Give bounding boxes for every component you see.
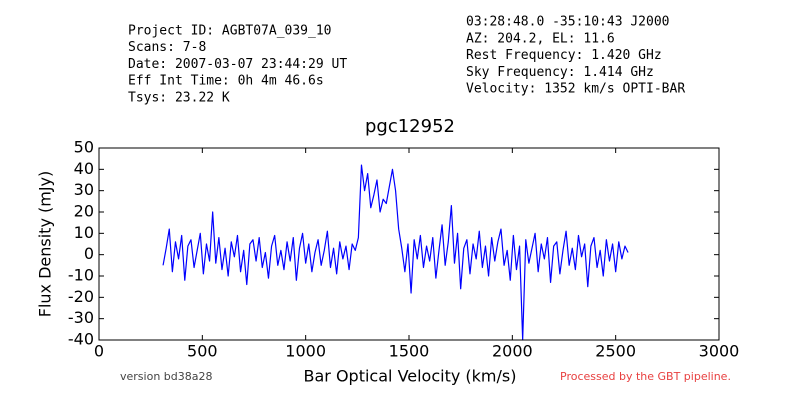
x-tick-label: 2500 (595, 342, 636, 361)
x-tick-label: 500 (187, 342, 218, 361)
y-tick-label: 30 (74, 180, 94, 199)
y-tick-label: 10 (74, 223, 94, 242)
y-tick-label: -30 (68, 308, 94, 327)
y-tick-label: 0 (84, 244, 94, 263)
pipeline-note: Processed by the GBT pipeline. (560, 370, 731, 383)
y-tick-label: 40 (74, 159, 94, 178)
x-axis-label: Bar Optical Velocity (km/s) (304, 367, 517, 386)
y-tick-label: 20 (74, 202, 94, 221)
header-line: Sky Frequency: 1.414 GHz (466, 65, 654, 80)
x-tick-label: 1000 (285, 342, 326, 361)
header-line: Date: 2007-03-07 23:44:29 UT (128, 57, 347, 72)
header-line: Eff Int Time: 0h 4m 46.6s (128, 74, 324, 89)
header-line: AZ: 204.2, EL: 11.6 (466, 31, 615, 46)
chart-title: pgc12952 (365, 116, 455, 137)
header-line: 03:28:48.0 -35:10:43 J2000 (466, 15, 670, 30)
header-line: Scans: 7-8 (128, 40, 206, 55)
x-tick-label: 0 (94, 342, 104, 361)
x-tick-label: 1500 (389, 342, 430, 361)
version: version bd38a28 (120, 370, 213, 383)
y-tick-label: -40 (68, 330, 94, 349)
header-line: Tsys: 23.22 K (128, 90, 230, 105)
x-tick-label: 2000 (492, 342, 533, 361)
y-tick-label: -20 (68, 287, 94, 306)
y-axis-label: Flux Density (mJy) (36, 171, 55, 318)
spectrum-line (162, 164, 629, 341)
header-line: Velocity: 1352 km/s OPTI-BAR (466, 82, 685, 97)
plot: 0 500 1000 1500 2000 2500 3000 -40 -30 -20 -10 0 10 2… (68, 138, 740, 361)
header-line: Project ID: AGBT07A_039_10 (128, 24, 332, 39)
y-tick-label: 50 (74, 138, 94, 157)
x-tick-label: 3000 (699, 342, 740, 361)
header-line: Rest Frequency: 1.420 GHz (466, 48, 662, 63)
y-tick-label: -10 (68, 266, 94, 285)
